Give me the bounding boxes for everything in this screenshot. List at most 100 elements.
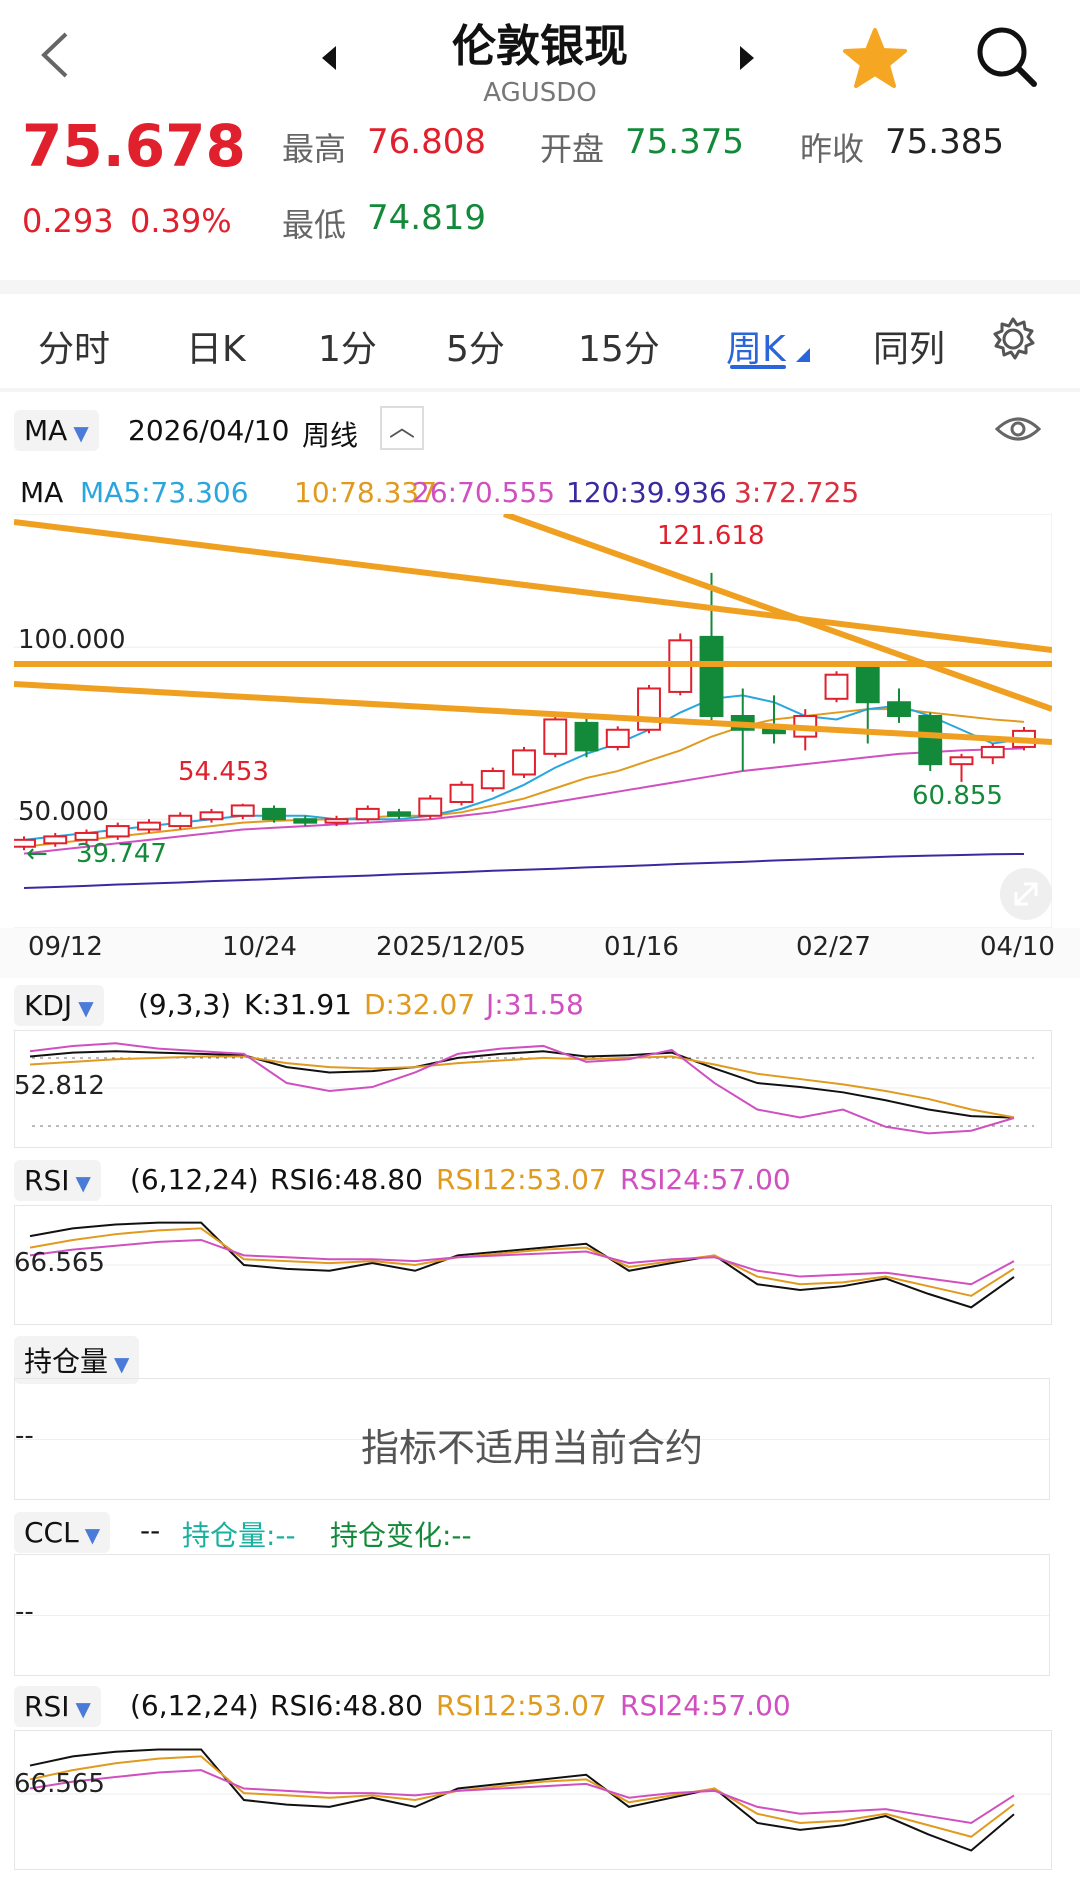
page-title: 伦敦银现 [452, 21, 628, 72]
ma120-line [23, 852, 1025, 889]
open-value: 75.375 [625, 122, 744, 162]
indicator-label: KDJ [24, 989, 73, 1022]
ccl-panel: -- [14, 1554, 1050, 1676]
ma120-value: 120:39.936 [566, 476, 727, 509]
rsi2-indicator-select[interactable]: RSI ▼ [14, 1686, 101, 1727]
indicator-line [29, 1221, 1015, 1309]
search-icon[interactable] [974, 24, 1040, 90]
gridline [15, 1439, 1049, 1440]
chevron-down-icon: ▼ [84, 1523, 101, 1547]
candle [14, 838, 36, 848]
indicator-line [29, 1050, 1015, 1119]
ma10-value: 10:78.337 [294, 476, 438, 509]
tab-minute[interactable]: 分时 [38, 329, 111, 370]
rsi2-y-label: 66.565 [14, 1769, 105, 1799]
collapse-button[interactable]: ︿ [380, 406, 424, 450]
trendline [502, 514, 1052, 712]
candle [418, 797, 443, 817]
low-marker-label: 39.747 [76, 839, 167, 869]
candle [199, 811, 224, 821]
tab-15min[interactable]: 15分 [578, 329, 660, 370]
candle [855, 666, 880, 704]
kdj-y-label: 52.812 [14, 1071, 105, 1101]
candle [949, 756, 974, 766]
tab-1min[interactable]: 1分 [318, 329, 377, 370]
rsi24-value: RSI24:57.00 [620, 1163, 791, 1196]
y-label-50: 50.000 [18, 797, 109, 827]
oi-indicator-select[interactable]: 持仓量 ▼ [14, 1336, 140, 1384]
rsi2-24-value: RSI24:57.00 [620, 1689, 791, 1722]
next-contract-icon[interactable] [740, 46, 754, 70]
tab-weekly-k[interactable]: 周K [726, 329, 786, 370]
tab-daily-k[interactable]: 日K [186, 329, 246, 370]
rsi2-params: (6,12,24) [130, 1689, 259, 1722]
ma-label: MA [20, 476, 64, 509]
prev-close-value: 75.385 [885, 122, 1004, 162]
chevron-down-icon: ▼ [114, 1352, 130, 1376]
indicator-label: MA [24, 414, 68, 447]
tab-5min[interactable]: 5分 [446, 329, 505, 370]
ccl-indicator-select[interactable]: CCL ▼ [14, 1512, 111, 1553]
x-label: 09/12 [28, 932, 103, 962]
chevron-left-icon[interactable] [38, 30, 74, 80]
chart-date: 2026/04/10 [128, 414, 290, 447]
eye-icon[interactable] [994, 412, 1042, 446]
tab-same-series[interactable]: 同列 [873, 329, 946, 370]
chevron-down-icon: ▼ [78, 996, 94, 1020]
oi-message: 指标不适用当前合约 [360, 1426, 703, 1470]
rsi-params: (6,12,24) [130, 1163, 259, 1196]
candle [574, 721, 599, 752]
kdj-k: K:31.91 [244, 988, 352, 1021]
y-label-100: 100.000 [18, 625, 126, 655]
prev-contract-icon[interactable] [322, 46, 336, 70]
prev-close-label: 昨收 [800, 130, 865, 168]
rsi-indicator-select[interactable]: RSI ▼ [14, 1160, 101, 1201]
rsi2-chart[interactable]: 66.565 [14, 1730, 1052, 1870]
oi-panel: -- 指标不适用当前合约 [14, 1378, 1050, 1500]
candle [824, 673, 849, 700]
last-price: 75.678 [22, 112, 246, 180]
x-label: 10/24 [222, 932, 297, 962]
price-change: 0.293 [22, 202, 114, 240]
candle [137, 821, 161, 831]
rsi-chart[interactable]: 66.565 [14, 1205, 1052, 1325]
candle [168, 814, 193, 828]
ma3-value: 3:72.725 [734, 476, 860, 509]
main-indicator-select[interactable]: MA ▼ [14, 410, 99, 451]
candle [387, 811, 411, 817]
gear-icon[interactable] [990, 316, 1036, 362]
chevron-down-icon: ▼ [73, 421, 89, 445]
candle [543, 718, 568, 755]
indicator-line [29, 1238, 1015, 1286]
candle [262, 807, 286, 821]
candle [230, 804, 255, 817]
ma26-value: 26:70.555 [412, 476, 556, 509]
kdj-chart[interactable]: 52.812 [14, 1030, 1052, 1148]
low-label: 最低 [282, 206, 347, 244]
ccl-left-dash: -- [15, 1597, 34, 1627]
trendline [14, 519, 1052, 653]
indicator-label: CCL [24, 1516, 79, 1549]
kdj-indicator-select[interactable]: KDJ ▼ [14, 985, 104, 1026]
candle [637, 687, 661, 731]
indicator-line [29, 1227, 1015, 1297]
kdj-params: (9,3,3) [138, 988, 232, 1021]
candle [449, 783, 474, 803]
price-change-pct: 0.39% [130, 202, 232, 240]
open-label: 开盘 [540, 130, 605, 168]
chevron-down-icon: ▼ [75, 1697, 91, 1721]
indicator-line [29, 1755, 1015, 1838]
low-marker-arrow: ← [26, 839, 48, 869]
candle [887, 701, 911, 718]
candlestick-chart[interactable]: 100.000 50.000 121.618 54.453 60.855 ← 3… [14, 514, 1052, 928]
indicator-label: 持仓量 [24, 1345, 109, 1378]
indicator-line [29, 1769, 1015, 1825]
rsi12-value: RSI12:53.07 [436, 1163, 607, 1196]
low-value: 74.819 [367, 198, 486, 238]
x-axis [0, 928, 1080, 978]
ma5-value: MA5:73.306 [80, 476, 249, 509]
x-label: 02/27 [796, 932, 871, 962]
candle [980, 745, 1005, 759]
ccl-oi-change-label: 持仓变化:-- [330, 1519, 472, 1552]
star-icon[interactable] [842, 26, 908, 90]
